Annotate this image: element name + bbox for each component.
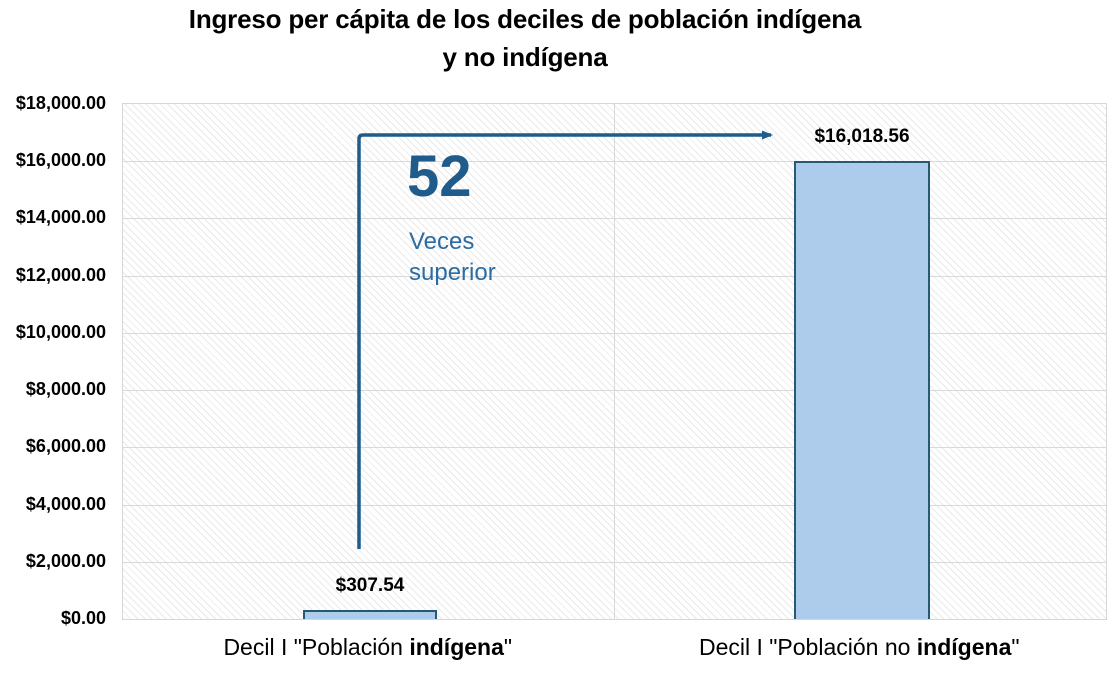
x-label-2-bold: indígena [916,634,1012,660]
y-tick-label: $0.00 [60,608,106,628]
annotation-multiplier: 52 [407,144,472,209]
y-tick-label: $18,000.00 [15,93,106,113]
x-label-2-pre: Decil I "Población no [698,634,917,660]
x-label-1-pre: Decil I "Población [223,634,410,660]
data-label-poblacion-indigena: $307.54 [335,575,405,596]
y-tick-label: $4,000.00 [25,493,106,514]
annotation-caption: Veces superior [409,226,496,288]
y-tick-label: $6,000.00 [25,436,106,457]
chart-title: Ingreso per cápita de los deciles de pob… [0,0,1050,76]
plot-area: $307.54 $16,018.56 52 Veces superior [122,103,1107,620]
x-label-poblacion-no-indigena: Decil I "Población no indígena" [614,634,1106,661]
x-label-1-post: " [503,634,513,660]
x-label-poblacion-indigena: Decil I "Población indígena" [122,634,614,661]
y-tick-label: $16,000.00 [15,150,106,171]
chart-title-line1: Ingreso per cápita de los deciles de pob… [188,4,862,34]
bar-poblacion-no-indigena [794,161,930,619]
x-axis: Decil I "Población indígena" Decil I "Po… [122,634,1105,661]
y-tick-label: $12,000.00 [15,264,106,285]
data-label-poblacion-no-indigena: $16,018.56 [814,126,910,147]
y-tick-label: $14,000.00 [15,207,106,228]
chart-title-line2: y no indígena [442,42,608,72]
annotation-caption-line2: superior [409,259,496,286]
annotation-caption-line1: Veces [409,228,475,255]
comparison-arrow [357,130,773,549]
y-tick-label: $8,000.00 [25,379,106,400]
y-axis: $0.00 $2,000.00 $4,000.00 $6,000.00 $8,000.0… [0,93,106,628]
comparison-arrow-path [357,130,773,549]
y-tick-label: $10,000.00 [15,321,106,342]
x-label-2-post: " [1011,634,1020,660]
bar-poblacion-indigena [303,610,437,619]
vertical-gridline [614,104,615,619]
x-label-1-bold: indígena [409,634,504,660]
y-tick-label: $2,000.00 [25,550,106,571]
